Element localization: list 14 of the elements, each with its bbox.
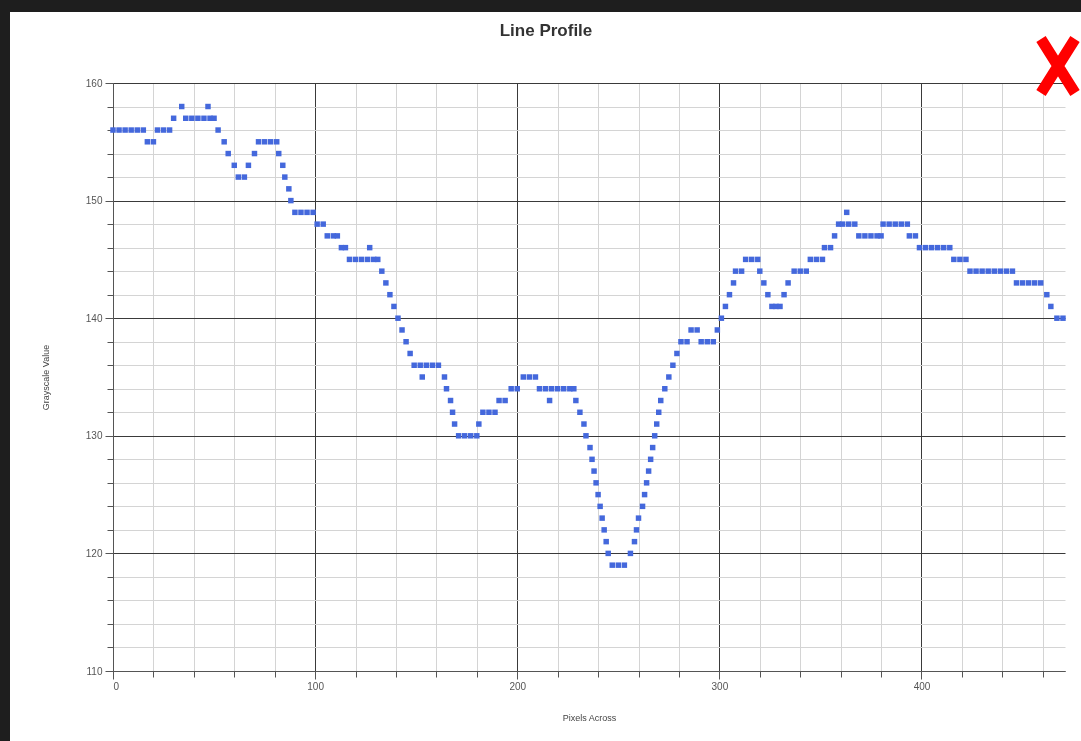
y-tick-label: 130 (85, 430, 103, 442)
y-tick-label: 160 (85, 77, 103, 89)
y-tick-label: 120 (85, 547, 103, 559)
x-tick-label: 400 (913, 680, 931, 692)
y-tick-label: 140 (85, 312, 103, 324)
x-tick-label: 200 (509, 680, 527, 692)
y-axis-title: Grayscale Value (40, 344, 51, 411)
chart-title: Line Profile (499, 21, 593, 40)
y-tick-label: 110 (86, 665, 103, 677)
x-tick-label: 300 (711, 680, 729, 692)
x-tick-label: 100 (307, 680, 325, 692)
x-tick-label: 0 (113, 680, 120, 692)
y-tick-label: 150 (85, 195, 103, 207)
x-axis-title: Pixels Across (562, 712, 617, 723)
